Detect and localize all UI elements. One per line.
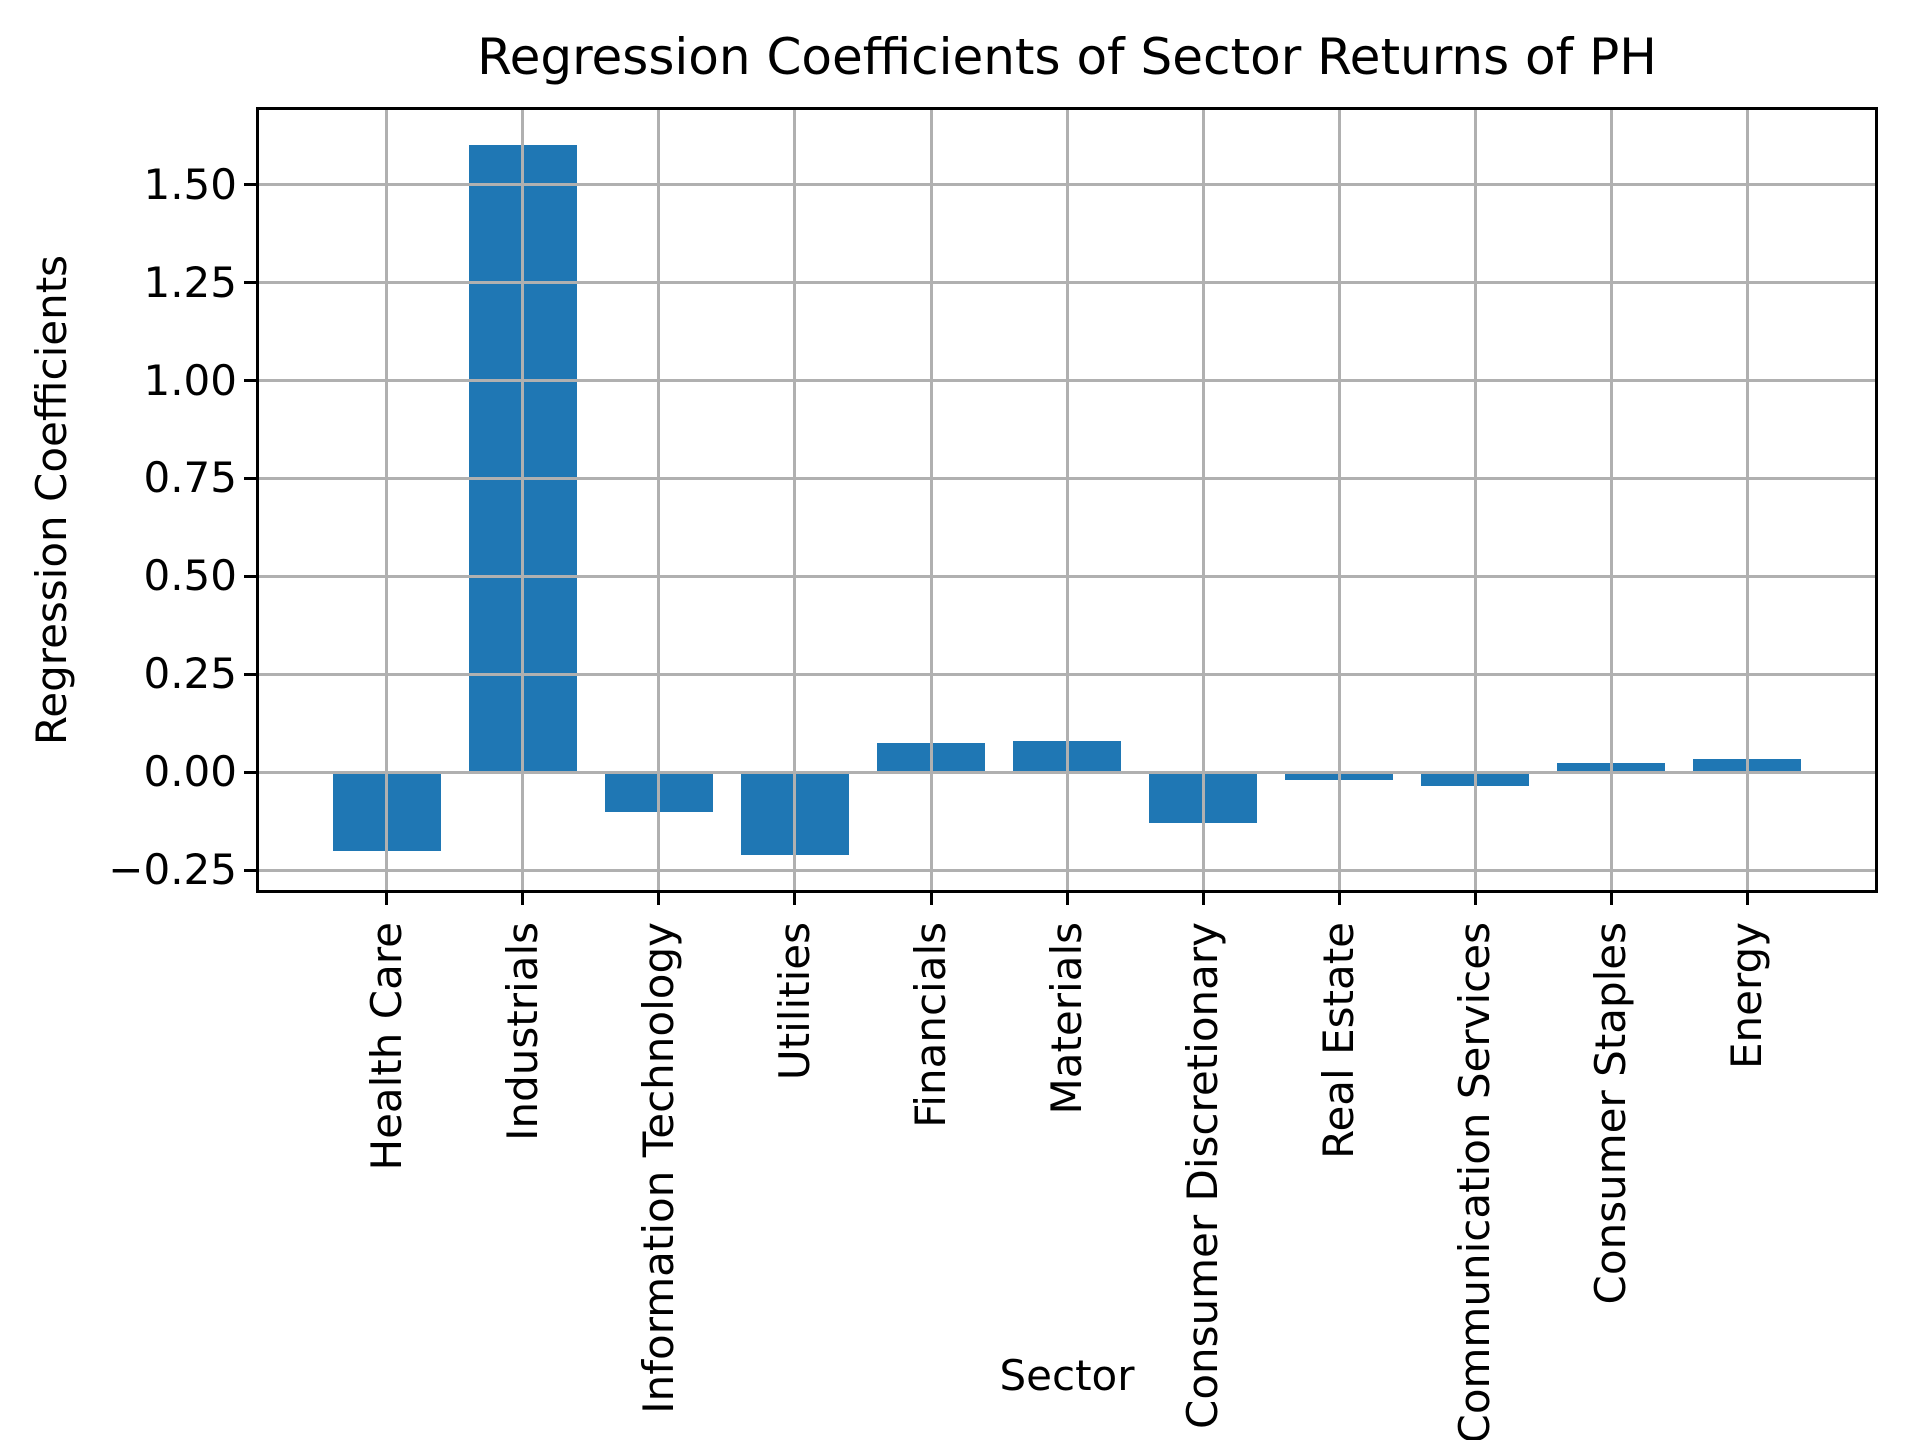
gridline-vertical <box>521 110 525 890</box>
y-tick-mark <box>244 574 259 578</box>
x-tick-label-materials: Materials <box>1042 922 1091 1115</box>
x-tick-mark <box>793 890 797 905</box>
x-tick-mark <box>1065 890 1069 905</box>
x-tick-mark <box>1201 890 1205 905</box>
y-tick-mark <box>244 379 259 382</box>
y-tick-label: 1.50 <box>143 159 237 209</box>
x-tick-mark <box>1337 890 1341 905</box>
y-tick-label: 0.00 <box>143 747 237 797</box>
x-tick-label-utilities: Utilities <box>769 922 819 1081</box>
y-tick-label: 0.50 <box>143 551 237 601</box>
gridline-vertical <box>1745 110 1749 890</box>
x-tick-mark <box>521 890 525 905</box>
gridline-vertical <box>385 110 389 890</box>
gridline-vertical <box>1473 110 1477 890</box>
y-tick-label: −0.25 <box>108 845 237 895</box>
y-tick-label: 1.00 <box>143 355 237 405</box>
x-tick-mark <box>1609 890 1613 905</box>
x-tick-label-consumer-staples: Consumer Staples <box>1586 922 1636 1305</box>
y-tick-mark <box>244 476 259 480</box>
x-axis-label: Sector <box>999 1351 1135 1400</box>
gridline-vertical <box>1065 110 1069 890</box>
gridline-vertical <box>657 110 661 890</box>
gridline-vertical <box>1201 110 1205 890</box>
x-tick-mark <box>657 890 661 905</box>
x-tick-label-financials: Financials <box>906 922 955 1128</box>
chart-title: Regression Coefficients of Sector Return… <box>477 28 1657 86</box>
y-tick-mark <box>244 868 259 872</box>
y-tick-label: 0.75 <box>143 453 237 503</box>
x-tick-label-health-care: Health Care <box>361 922 411 1171</box>
y-tick-label: 1.25 <box>143 257 237 307</box>
x-tick-label-industrials: Industrials <box>497 922 547 1141</box>
y-tick-mark <box>244 672 259 676</box>
gridline-vertical <box>793 110 797 890</box>
gridline-vertical <box>1609 110 1613 890</box>
x-tick-mark <box>1745 890 1749 905</box>
y-tick-label: 0.25 <box>143 649 237 699</box>
x-tick-mark <box>929 890 933 905</box>
x-tick-mark <box>385 890 389 905</box>
y-tick-mark <box>244 183 259 186</box>
y-tick-mark <box>244 281 259 284</box>
x-tick-label-real-estate: Real Estate <box>1314 922 1364 1159</box>
gridline-vertical <box>1337 110 1341 890</box>
x-tick-label-energy: Energy <box>1722 922 1772 1070</box>
gridline-vertical <box>929 110 933 890</box>
y-tick-mark <box>244 770 259 774</box>
x-tick-mark <box>1473 890 1477 905</box>
x-tick-label-information-technology: Information Technology <box>633 922 683 1414</box>
